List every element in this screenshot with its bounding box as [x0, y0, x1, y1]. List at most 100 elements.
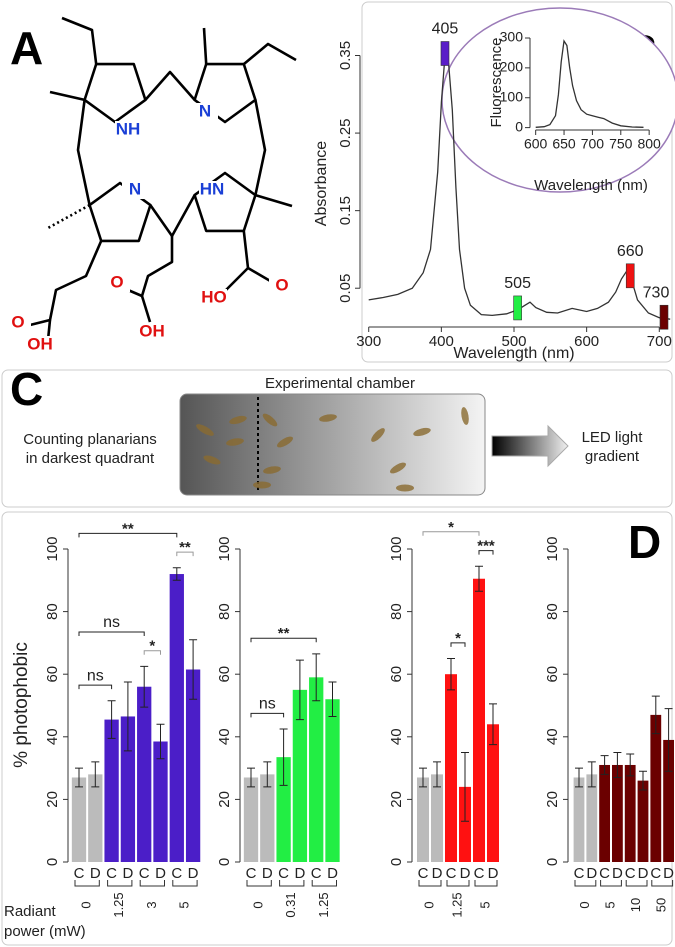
error-bar: [639, 770, 647, 791]
atom-label: O: [275, 275, 288, 294]
significance-label: *: [448, 519, 454, 536]
group-label: 0.31: [283, 892, 298, 917]
x-tick-label: D: [638, 865, 649, 882]
bar: [431, 774, 443, 862]
wavelength-marker: [513, 295, 522, 321]
group-bracket: [446, 880, 470, 887]
error-bar: [433, 761, 441, 788]
panel-frame: [361, 1, 673, 363]
group-label: 1.25: [111, 892, 126, 917]
error-bar: [447, 658, 455, 691]
group-label: 5: [602, 901, 617, 908]
atom-bg: [5, 314, 31, 332]
group-bracket: [139, 880, 165, 887]
bar: [185, 669, 201, 862]
error-bar: [587, 761, 596, 788]
y-tick-label: 100: [544, 536, 561, 561]
group-bracket: [172, 880, 198, 887]
bar: [88, 774, 103, 862]
planarians: [196, 407, 469, 492]
y-axis-label: Fluorescence: [488, 37, 505, 127]
bar: [663, 739, 674, 862]
x-tick-label: C: [278, 865, 289, 882]
error-bar: [575, 767, 583, 788]
y-tick-label: 0.05: [337, 274, 354, 303]
bar: [573, 777, 585, 862]
significance-bracket: [450, 642, 466, 647]
error-bar: [664, 708, 673, 772]
bar: [650, 714, 662, 862]
x-tick-label: C: [574, 865, 585, 882]
error-bar: [613, 751, 622, 778]
atom-label: NH: [116, 119, 141, 138]
bar: [169, 574, 184, 862]
bar: [445, 674, 457, 862]
y-tick-label: 20: [544, 791, 561, 808]
significance-bracket: [422, 531, 480, 536]
wavelength-marker: [625, 263, 635, 289]
wavelength-label: 505: [504, 275, 531, 292]
group-label: 3: [144, 901, 159, 908]
group-bracket: [600, 880, 622, 887]
chamber-title: Experimental chamber: [265, 375, 415, 392]
wavelength-label: 405: [432, 21, 459, 38]
significance-bracket: [250, 712, 285, 718]
x-axis-label: power (mW): [4, 923, 86, 940]
error-bar: [107, 700, 116, 739]
error-bar: [328, 681, 337, 717]
significance-label: **: [122, 520, 134, 537]
y-tick-label: 40: [388, 728, 405, 745]
spectrum-line: [535, 39, 644, 128]
significance-label: ns: [259, 696, 276, 713]
atom-bg: [199, 181, 225, 199]
x-tick-label: 400: [429, 333, 454, 350]
x-tick-label: 300: [356, 333, 381, 350]
panel-letter: D: [628, 516, 661, 568]
error-bar: [247, 767, 255, 788]
group-label: 1.25: [316, 892, 331, 917]
significance-label: **: [278, 625, 290, 642]
atom-label: HN: [200, 179, 225, 198]
bar: [309, 677, 324, 862]
significance-bracket: [176, 551, 194, 557]
wavelength-label: 660: [617, 243, 644, 260]
bar: [599, 764, 610, 862]
chamber-note: Counting planarians: [23, 431, 156, 448]
atom-bg: [122, 181, 148, 199]
group-bracket: [246, 880, 272, 887]
x-tick-label: 700: [581, 136, 605, 152]
atom-bg: [192, 103, 218, 121]
atom-bg: [104, 274, 130, 292]
light-gradient-arrow: [491, 424, 569, 468]
wavelength-label: 730: [643, 284, 670, 301]
x-tick-label: C: [106, 865, 117, 882]
x-tick-label: C: [311, 865, 322, 882]
x-tick-label: C: [171, 865, 182, 882]
chamber-note: in darkest quadrant: [26, 450, 155, 467]
group-label: 0: [421, 901, 436, 908]
group-label: 50: [654, 898, 669, 912]
x-tick-label: D: [663, 865, 674, 882]
group-bracket: [107, 880, 133, 887]
bar: [120, 716, 136, 862]
error-bar: [312, 653, 321, 702]
chamber: [179, 393, 486, 496]
group-label: 5: [477, 901, 492, 908]
wavelength-marker: [659, 304, 669, 330]
bar: [637, 780, 649, 862]
group-bracket: [279, 880, 305, 887]
y-tick-label: 60: [216, 666, 233, 683]
significance-bracket: [478, 550, 494, 555]
panel-letter: C: [10, 363, 43, 415]
error-bar: [475, 565, 483, 592]
y-tick-label: 0: [388, 858, 405, 866]
y-tick-label: 20: [44, 791, 61, 808]
x-tick-label: C: [650, 865, 661, 882]
x-axis-label: Wavelength (nm): [534, 177, 648, 194]
significance-bracket: [78, 532, 178, 538]
x-tick-label: D: [488, 865, 499, 882]
error-bar: [123, 681, 132, 752]
group-label: 1.25: [449, 892, 464, 917]
significance-label: ***: [477, 538, 495, 555]
